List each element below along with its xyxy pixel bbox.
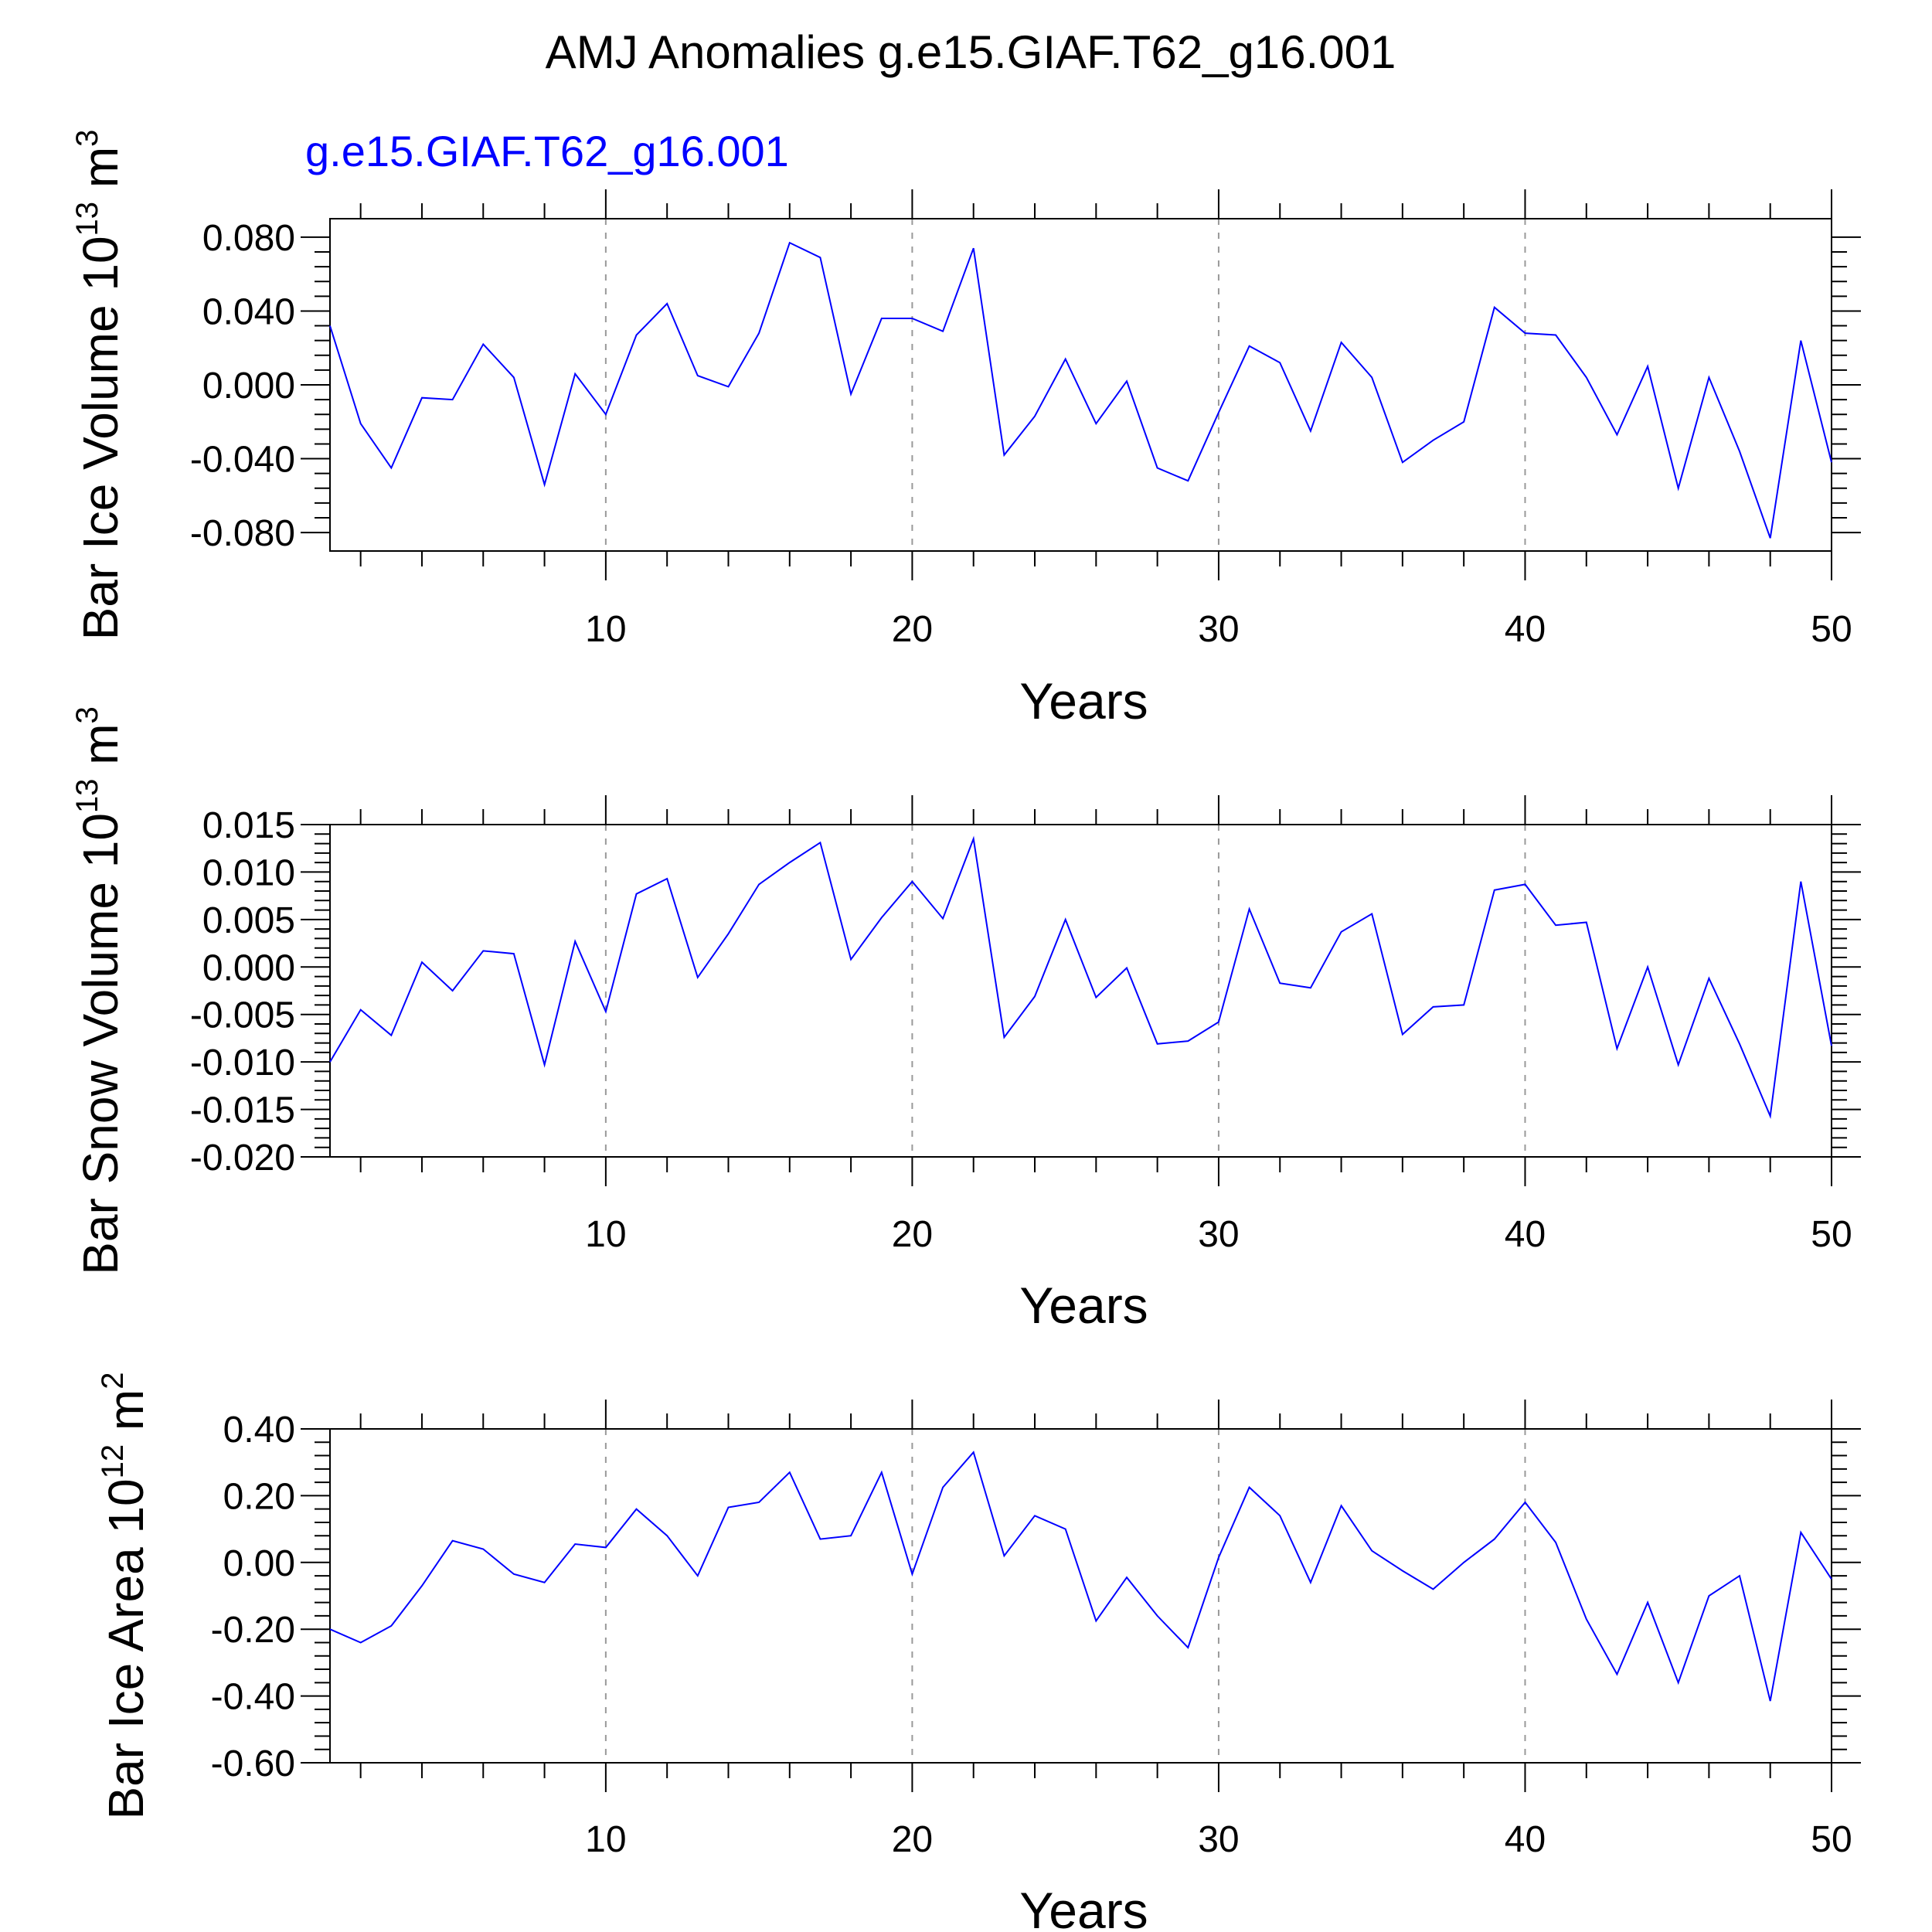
- y-axis-label-unit-exponent: 2: [96, 1372, 130, 1389]
- x-axis-label: Years: [1019, 672, 1148, 730]
- x-tick-label: 30: [1198, 609, 1239, 650]
- plot-frame: [329, 218, 1832, 552]
- panel-ice-volume: 10 20 30 40 50 -0.080 -0.040 0.000 0.040 0.080 Yea…: [70, 130, 1861, 730]
- y-axis-label-unit-exponent: 3: [70, 130, 104, 147]
- y-axis-label-unit: m: [98, 1389, 154, 1444]
- y-axis-label: Bar Snow Volume 1013 m3: [70, 706, 128, 1275]
- y-tick-label: -0.080: [190, 513, 295, 554]
- y-axis-label-unit-exponent: 3: [70, 706, 104, 723]
- plot-frame: [329, 824, 1832, 1158]
- y-axis-label-unit: m: [73, 723, 128, 778]
- panel-snow-volume: 10 20 30 40 50 -0.020 -0.015 -0.010 -0.005 0.000 0…: [70, 706, 1861, 1334]
- y-axis-label-exponent: 13: [70, 202, 104, 236]
- panel-subtitle: g.e15.GIAF.T62_g16.001: [305, 127, 789, 175]
- series-line-snow-volume: [329, 835, 1832, 1119]
- y-tick-label: -0.40: [211, 1677, 295, 1718]
- y-tick-label: -0.020: [190, 1138, 295, 1179]
- x-tick-label: 40: [1505, 609, 1546, 650]
- y-tick-label: -0.040: [190, 440, 295, 481]
- y-axis-label: Bar Ice Area 1012 m2: [96, 1372, 154, 1820]
- x-tick-label: 30: [1198, 1819, 1239, 1860]
- y-tick-label: -0.20: [211, 1610, 295, 1651]
- x-tick-label: 30: [1198, 1214, 1239, 1255]
- y-axis-label-text: Bar Ice Area 10: [98, 1478, 154, 1819]
- y-tick-label: -0.010: [190, 1043, 295, 1083]
- y-axis-label: Bar Ice Volume 1013 m3: [70, 130, 128, 641]
- y-tick-label: -0.015: [190, 1090, 295, 1131]
- x-tick-label: 50: [1811, 609, 1852, 650]
- y-tick-label: 0.080: [202, 218, 295, 259]
- x-axis-label: Years: [1019, 1882, 1148, 1932]
- x-axis-label: Years: [1019, 1277, 1148, 1334]
- y-tick-label: 0.010: [202, 852, 295, 893]
- y-tick-label: 0.000: [202, 947, 295, 988]
- x-tick-label: 10: [585, 1214, 626, 1255]
- y-tick-label: 0.00: [223, 1543, 295, 1584]
- y-axis-label-unit: m: [73, 147, 128, 202]
- y-tick-label: 0.015: [202, 805, 295, 846]
- y-tick-label: -0.005: [190, 995, 295, 1036]
- y-tick-label: 0.005: [202, 900, 295, 941]
- x-tick-label: 50: [1811, 1819, 1852, 1860]
- plot-frame: [329, 1428, 1832, 1764]
- series-line-ice-volume: [329, 241, 1832, 539]
- y-tick-label: 0.20: [223, 1476, 295, 1517]
- x-tick-label: 40: [1505, 1214, 1546, 1255]
- x-tick-label: 40: [1505, 1819, 1546, 1860]
- y-tick-label: 0.40: [223, 1410, 295, 1451]
- x-tick-label: 20: [892, 609, 933, 650]
- x-tick-label: 50: [1811, 1214, 1852, 1255]
- panel-ice-area: 10 20 30 40 50 -0.60 -0.40 -0.20 0.00 0.20 0.40 Yea…: [96, 1372, 1861, 1932]
- series-line-ice-area: [329, 1451, 1832, 1702]
- y-axis-label-exponent: 13: [70, 779, 104, 814]
- y-tick-label: 0.000: [202, 366, 295, 406]
- x-tick-label: 20: [892, 1819, 933, 1860]
- y-axis-label-text: Bar Ice Volume 10: [73, 236, 128, 640]
- y-axis-label-exponent: 12: [96, 1444, 130, 1479]
- x-tick-label: 10: [585, 1819, 626, 1860]
- x-tick-label: 20: [892, 1214, 933, 1255]
- x-tick-label: 10: [585, 609, 626, 650]
- figure-title: AMJ Anomalies g.e15.GIAF.T62_g16.001: [546, 26, 1396, 78]
- y-axis-label-text: Bar Snow Volume 10: [73, 813, 128, 1275]
- y-tick-label: -0.60: [211, 1743, 295, 1784]
- y-tick-label: 0.040: [202, 291, 295, 332]
